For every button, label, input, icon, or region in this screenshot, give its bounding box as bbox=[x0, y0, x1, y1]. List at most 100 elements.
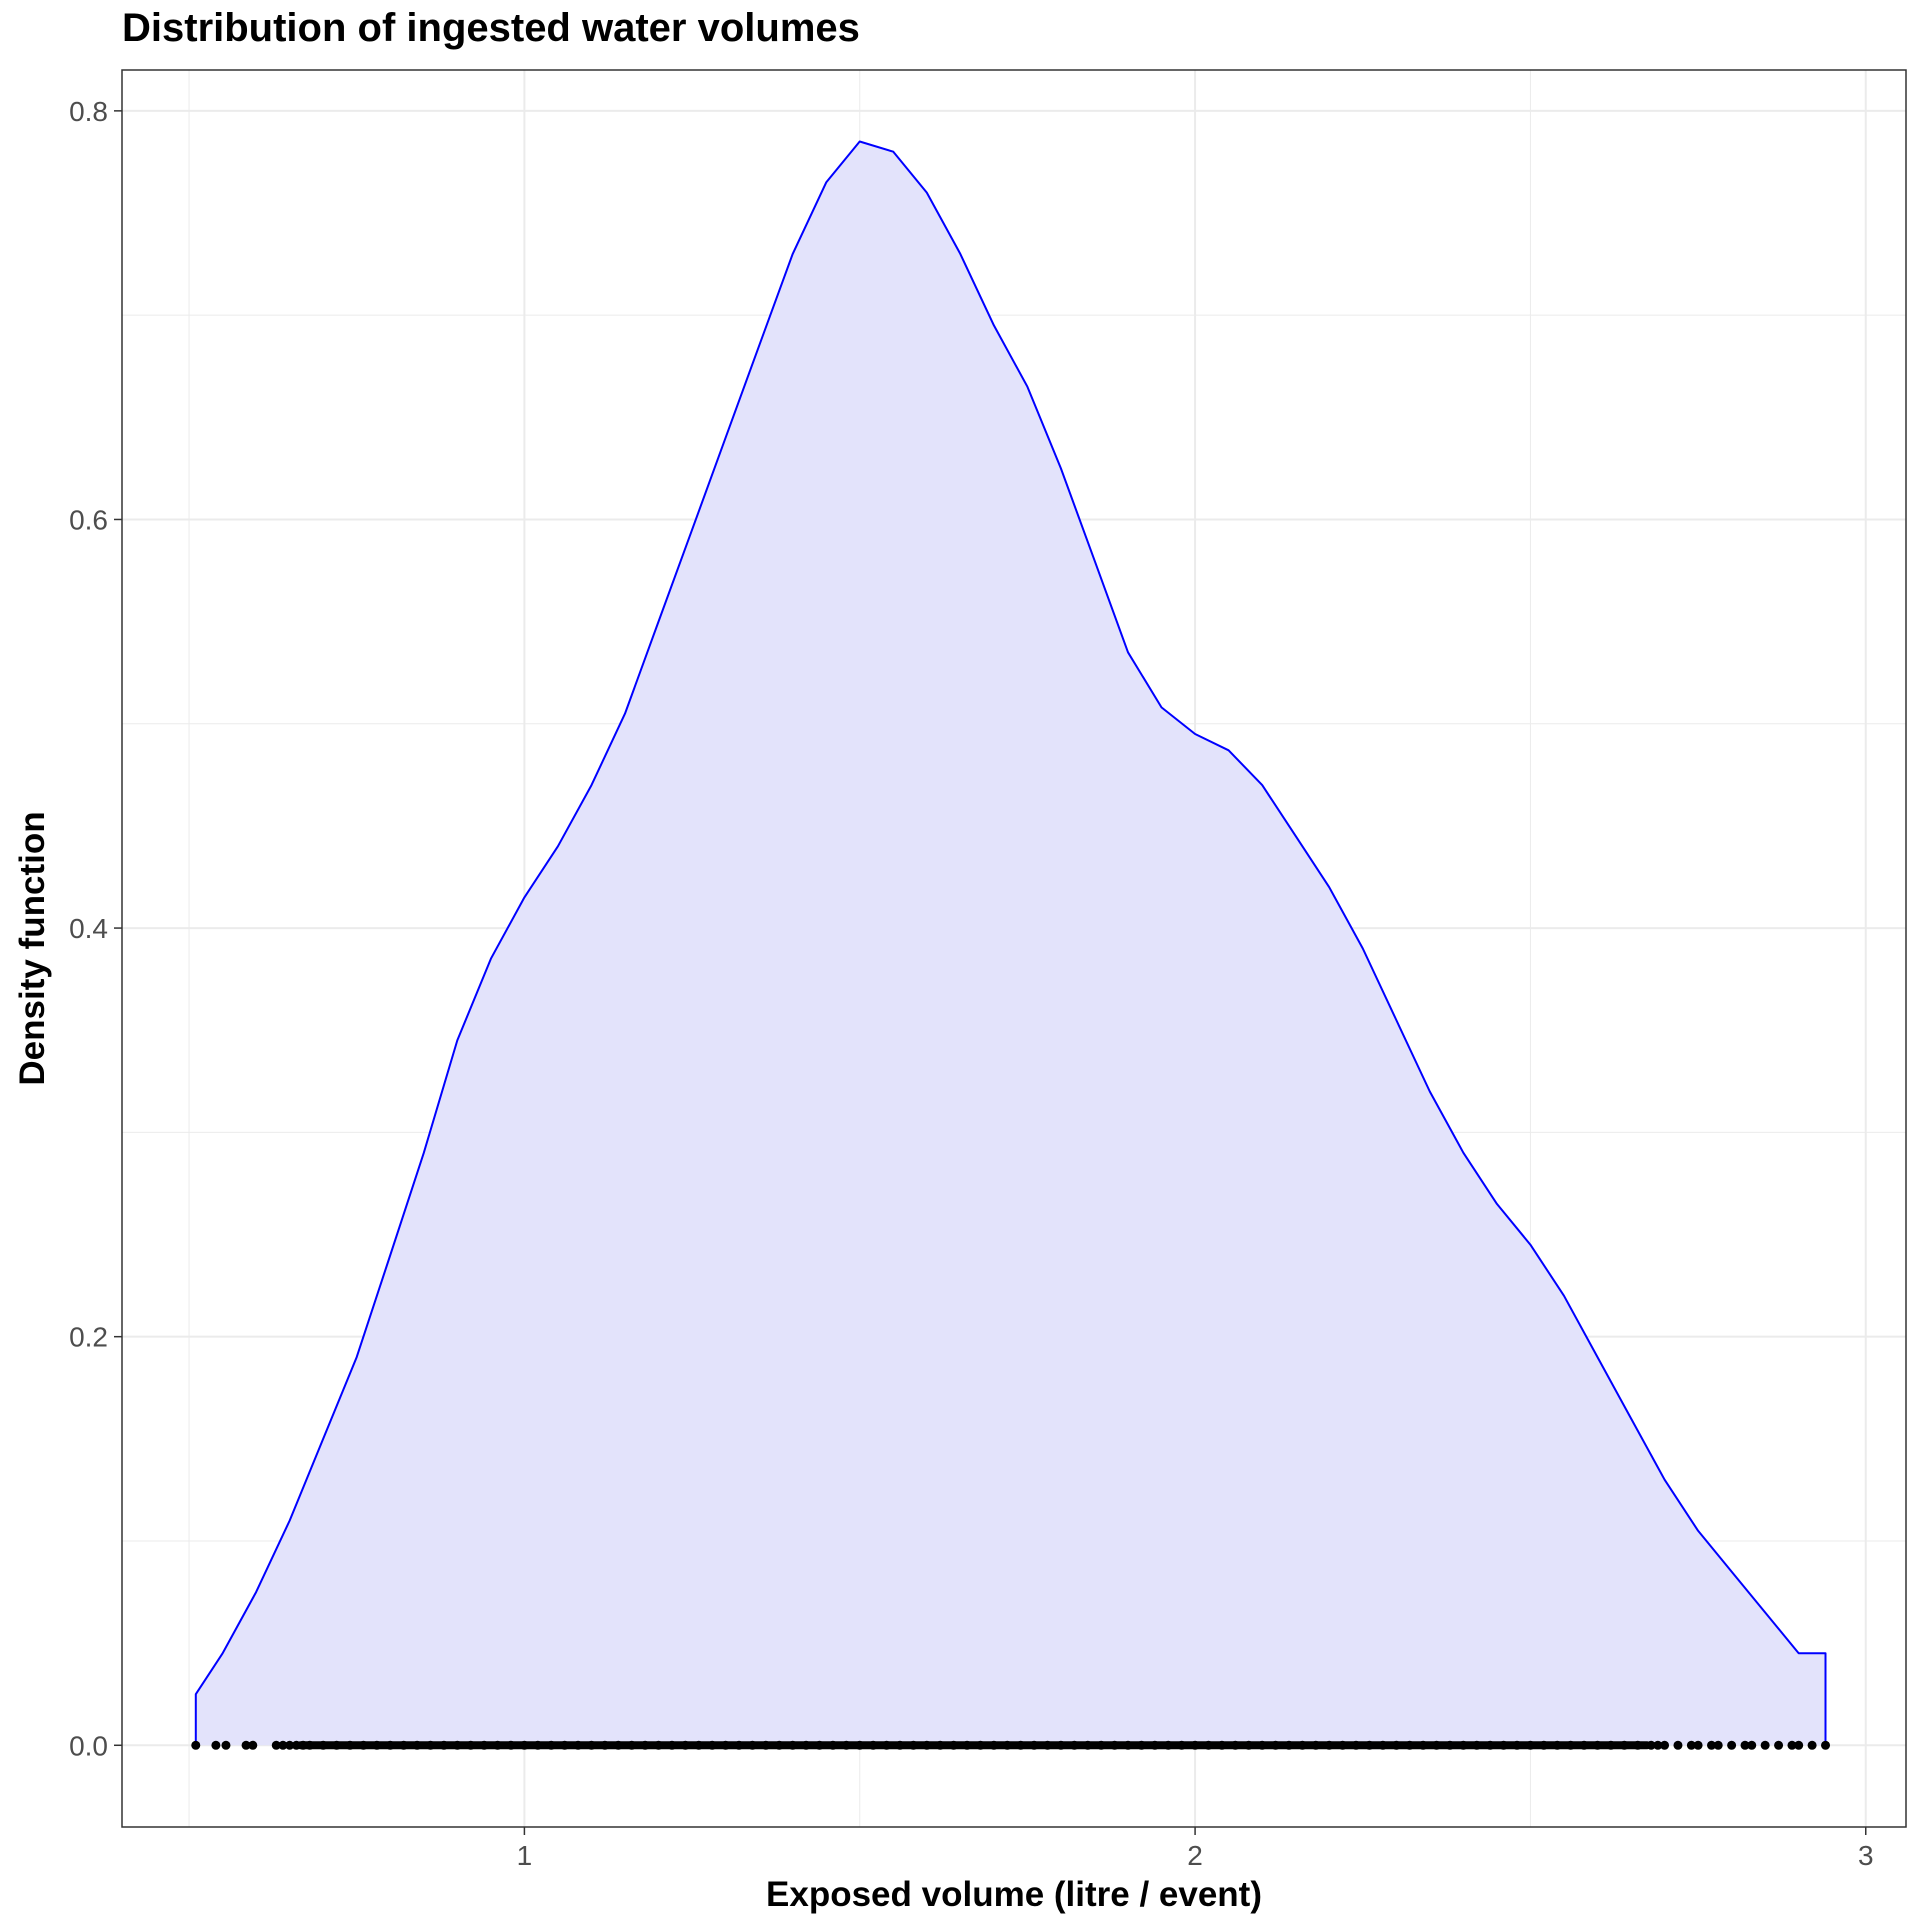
rug-point bbox=[962, 1740, 972, 1750]
rug-point bbox=[1257, 1740, 1267, 1750]
x-axis-title: Exposed volume (litre / event) bbox=[766, 1875, 1262, 1914]
rug-point bbox=[949, 1740, 959, 1750]
rug-point bbox=[895, 1740, 905, 1750]
y-tick-label: 0.2 bbox=[69, 1322, 108, 1353]
rug-point bbox=[1002, 1740, 1012, 1750]
rug-point bbox=[1747, 1740, 1757, 1750]
rug-point bbox=[1136, 1740, 1146, 1750]
rug-point bbox=[721, 1740, 731, 1750]
rug-point bbox=[385, 1740, 395, 1750]
rug-point bbox=[533, 1740, 543, 1750]
rug-point bbox=[1150, 1740, 1160, 1750]
rug-point bbox=[1539, 1740, 1549, 1750]
rug-point bbox=[586, 1740, 596, 1750]
rug-point bbox=[1271, 1740, 1281, 1750]
rug-point bbox=[1707, 1740, 1717, 1750]
rug-point bbox=[801, 1740, 811, 1750]
rug-point bbox=[841, 1740, 851, 1750]
rug-point bbox=[439, 1740, 449, 1750]
rug-point bbox=[1123, 1740, 1133, 1750]
rug-point bbox=[1807, 1740, 1817, 1750]
rug-point bbox=[546, 1740, 556, 1750]
rug-point bbox=[1821, 1740, 1831, 1750]
rug-point bbox=[1311, 1740, 1321, 1750]
rug-point bbox=[221, 1740, 231, 1750]
density-line bbox=[194, 140, 1827, 1746]
rug-point bbox=[241, 1740, 251, 1750]
chart-title: Distribution of ingested water volumes bbox=[122, 6, 860, 50]
rug-point bbox=[372, 1740, 382, 1750]
rug-point bbox=[1110, 1740, 1120, 1750]
rug-point bbox=[1338, 1740, 1348, 1750]
rug-point bbox=[493, 1740, 503, 1750]
rug-point bbox=[1713, 1740, 1723, 1750]
rug-point bbox=[1083, 1740, 1093, 1750]
rug-point bbox=[975, 1740, 985, 1750]
x-tick-label: 1 bbox=[517, 1840, 533, 1871]
rug-point bbox=[1774, 1740, 1784, 1750]
rug-point bbox=[1391, 1740, 1401, 1750]
rug-point bbox=[1787, 1740, 1797, 1750]
rug-point bbox=[694, 1740, 704, 1750]
rug-point bbox=[1203, 1740, 1213, 1750]
rug-point bbox=[1592, 1740, 1602, 1750]
rug-point bbox=[1693, 1740, 1703, 1750]
rug-point bbox=[1364, 1740, 1374, 1750]
rug-point bbox=[285, 1740, 295, 1750]
rug-point bbox=[1217, 1740, 1227, 1750]
rug-point bbox=[640, 1740, 650, 1750]
rug-point bbox=[271, 1740, 281, 1750]
rug-point bbox=[211, 1740, 221, 1750]
rug-point bbox=[774, 1740, 784, 1750]
x-tick-label: 2 bbox=[1187, 1840, 1203, 1871]
rug-point bbox=[466, 1740, 476, 1750]
rug-point bbox=[1499, 1740, 1509, 1750]
rug-point bbox=[1566, 1740, 1576, 1750]
rug-point bbox=[1163, 1740, 1173, 1750]
rug-point bbox=[426, 1740, 436, 1750]
rug-point bbox=[560, 1740, 570, 1750]
rug-point bbox=[1512, 1740, 1522, 1750]
rug-point bbox=[613, 1740, 623, 1750]
rug-point bbox=[1069, 1740, 1079, 1750]
rug-point bbox=[298, 1740, 308, 1750]
rug-point bbox=[1096, 1740, 1106, 1750]
rug-point bbox=[479, 1740, 489, 1750]
density-area bbox=[195, 141, 1826, 1746]
rug-point bbox=[1619, 1740, 1629, 1750]
rug-point bbox=[1244, 1740, 1254, 1750]
rug-point bbox=[1418, 1740, 1428, 1750]
rug-point bbox=[1727, 1740, 1737, 1750]
rug-point bbox=[573, 1740, 583, 1750]
rug-point bbox=[788, 1740, 798, 1750]
rug-point bbox=[600, 1740, 610, 1750]
rug-point bbox=[291, 1740, 301, 1750]
x-axis-ticks: 1 2 3 bbox=[517, 1827, 1874, 1871]
rug-point bbox=[828, 1740, 838, 1750]
rug-point bbox=[680, 1740, 690, 1750]
rug-point bbox=[1056, 1740, 1066, 1750]
rug-point bbox=[1660, 1740, 1670, 1750]
rug-point bbox=[1351, 1740, 1361, 1750]
rug-point bbox=[707, 1740, 717, 1750]
rug-point bbox=[1740, 1740, 1750, 1750]
rug-point bbox=[399, 1740, 409, 1750]
rug-point bbox=[1525, 1740, 1535, 1750]
rug-point bbox=[1432, 1740, 1442, 1750]
rug-point bbox=[734, 1740, 744, 1750]
rug-point bbox=[1673, 1740, 1683, 1750]
rug-point bbox=[855, 1740, 865, 1750]
rug-point bbox=[1378, 1740, 1388, 1750]
rug-point bbox=[868, 1740, 878, 1750]
rug-point bbox=[1485, 1740, 1495, 1750]
rug-point bbox=[1579, 1740, 1589, 1750]
rug-point bbox=[1324, 1740, 1334, 1750]
y-axis-ticks: 0.0 0.2 0.4 0.6 0.8 bbox=[69, 96, 122, 1761]
plot-frame bbox=[121, 69, 1907, 1828]
rug-point bbox=[882, 1740, 892, 1750]
rug-points bbox=[191, 1740, 1831, 1750]
rug-point bbox=[278, 1740, 288, 1750]
rug-point bbox=[761, 1740, 771, 1750]
rug-point bbox=[1190, 1740, 1200, 1750]
